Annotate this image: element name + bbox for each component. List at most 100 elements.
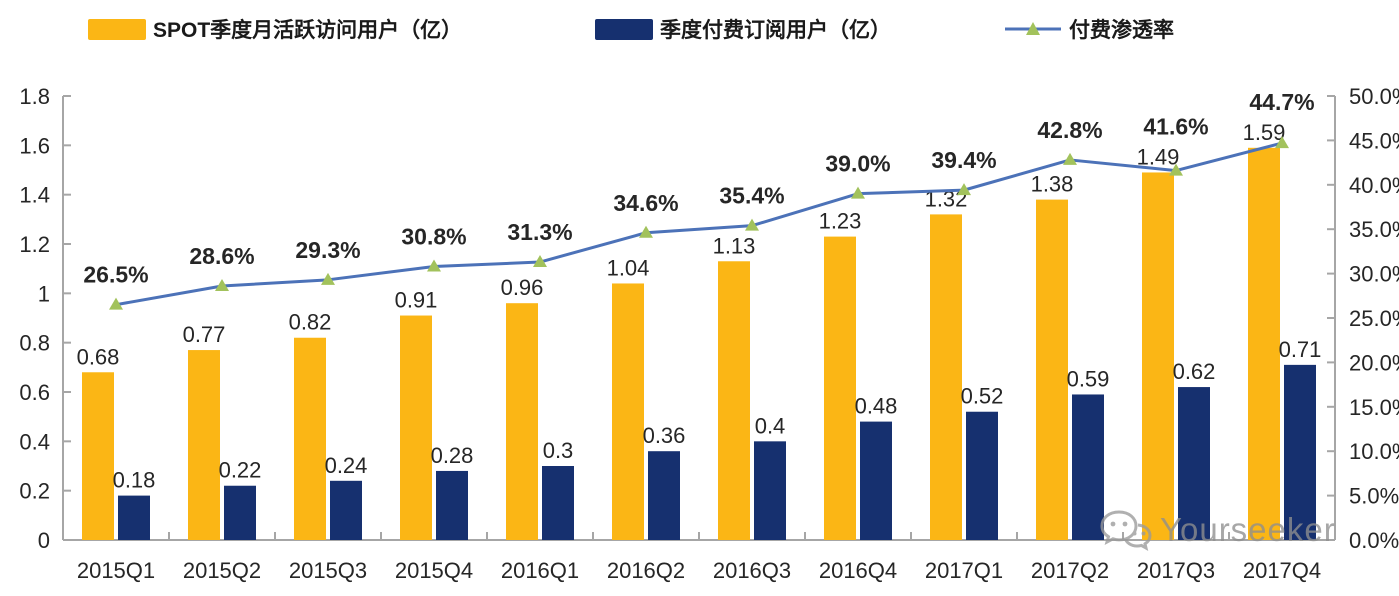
penetration-marker xyxy=(1275,136,1289,149)
bar-mau xyxy=(1142,172,1174,540)
penetration-label: 39.4% xyxy=(931,147,996,173)
penetration-marker xyxy=(427,259,441,272)
bar-label-subs: 0.18 xyxy=(113,468,156,493)
penetration-marker xyxy=(533,255,547,268)
bar-mau xyxy=(400,315,432,540)
bar-label-subs: 0.71 xyxy=(1279,337,1322,362)
penetration-label: 34.6% xyxy=(613,190,678,216)
x-axis-label: 2015Q4 xyxy=(395,558,473,583)
bar-mau xyxy=(612,283,644,540)
penetration-marker xyxy=(321,272,335,285)
bar-subs xyxy=(966,411,998,540)
legend-item-subs: 季度付费订阅用户（亿） xyxy=(595,14,891,44)
x-axis-label: 2017Q1 xyxy=(925,558,1003,583)
legend-label-subs: 季度付费订阅用户（亿） xyxy=(660,19,891,42)
penetration-label: 41.6% xyxy=(1143,113,1208,139)
x-axis-label: 2017Q2 xyxy=(1031,558,1109,583)
left-axis-tick-label: 1.4 xyxy=(19,183,50,208)
bar-label-mau: 1.49 xyxy=(1137,144,1180,169)
left-axis-tick-label: 0.6 xyxy=(19,380,50,405)
bar-label-mau: 1.59 xyxy=(1243,120,1286,145)
left-axis-tick-label: 0.2 xyxy=(19,479,50,504)
bar-label-subs: 0.52 xyxy=(961,384,1004,409)
legend-item-rate: 付费渗透率 xyxy=(1004,14,1174,44)
bar-subs xyxy=(330,480,362,540)
bar-label-subs: 0.48 xyxy=(855,394,898,419)
bar-label-subs: 0.36 xyxy=(643,423,686,448)
bar-mau xyxy=(824,236,856,540)
bar-subs xyxy=(1178,387,1210,540)
penetration-label: 35.4% xyxy=(719,183,784,209)
bar-label-subs: 0.24 xyxy=(325,453,368,478)
x-axis-label: 2016Q2 xyxy=(607,558,685,583)
bar-label-subs: 0.59 xyxy=(1067,366,1110,391)
legend-label-rate: 付费渗透率 xyxy=(1069,19,1174,42)
right-axis-tick-label: 20.0% xyxy=(1349,350,1399,375)
bar-mau xyxy=(294,337,326,540)
penetration-label: 44.7% xyxy=(1249,89,1314,115)
bar-label-subs: 0.62 xyxy=(1173,359,1216,384)
bar-label-subs: 0.4 xyxy=(755,413,786,438)
left-axis-tick-label: 0 xyxy=(38,528,50,553)
penetration-label: 42.8% xyxy=(1037,117,1102,143)
legend-swatch-mau xyxy=(88,18,146,40)
x-axis-label: 2016Q3 xyxy=(713,558,791,583)
right-axis-tick-label: 5.0% xyxy=(1349,484,1399,509)
penetration-marker xyxy=(1169,163,1183,176)
penetration-label: 30.8% xyxy=(401,223,466,249)
bar-label-mau: 0.68 xyxy=(77,344,120,369)
bar-mau xyxy=(1248,147,1280,541)
right-axis-tick-label: 45.0% xyxy=(1349,128,1399,153)
bar-subs xyxy=(224,485,256,540)
right-axis-tick-label: 40.0% xyxy=(1349,173,1399,198)
right-axis-tick-label: 50.0% xyxy=(1349,84,1399,109)
bar-label-subs: 0.28 xyxy=(431,443,474,468)
penetration-marker xyxy=(957,183,971,196)
bar-subs xyxy=(542,466,574,540)
left-axis-tick-label: 0.8 xyxy=(19,331,50,356)
bar-mau xyxy=(930,214,962,540)
bar-label-mau: 1.04 xyxy=(607,255,650,280)
penetration-marker xyxy=(851,186,865,199)
bar-subs xyxy=(648,451,680,540)
penetration-label: 39.0% xyxy=(825,151,890,177)
x-axis-label: 2017Q4 xyxy=(1243,558,1321,583)
bar-label-mau: 1.23 xyxy=(819,209,862,234)
right-axis-tick-label: 15.0% xyxy=(1349,395,1399,420)
bar-subs xyxy=(754,441,786,540)
penetration-marker xyxy=(215,279,229,292)
legend-item-mau: SPOT季度月活跃访问用户（亿） xyxy=(88,14,462,44)
left-axis-tick-label: 1.8 xyxy=(19,84,50,109)
bar-subs xyxy=(1072,394,1104,540)
left-axis-tick-label: 1.2 xyxy=(19,232,50,257)
bar-mau xyxy=(82,372,114,540)
penetration-label: 28.6% xyxy=(189,243,254,269)
right-axis-tick-label: 0.0% xyxy=(1349,528,1399,553)
penetration-marker xyxy=(1063,152,1077,165)
right-axis-tick-label: 30.0% xyxy=(1349,262,1399,287)
penetration-label: 26.5% xyxy=(83,262,148,288)
legend-label-mau: SPOT季度月活跃访问用户（亿） xyxy=(153,19,463,42)
right-axis-tick-label: 10.0% xyxy=(1349,439,1399,464)
penetration-marker xyxy=(745,218,759,231)
left-axis-tick-label: 1 xyxy=(38,281,50,306)
bar-mau xyxy=(506,303,538,540)
legend-swatch-subs xyxy=(595,18,653,40)
left-axis-tick-label: 0.4 xyxy=(19,429,50,454)
bar-subs xyxy=(436,470,468,540)
penetration-marker xyxy=(639,225,653,238)
bar-label-mau: 0.82 xyxy=(289,310,332,335)
x-axis-label: 2015Q1 xyxy=(77,558,155,583)
x-axis-label: 2015Q3 xyxy=(289,558,367,583)
bar-label-subs: 0.3 xyxy=(543,438,574,463)
bar-label-mau: 0.77 xyxy=(183,322,226,347)
x-axis-label: 2017Q3 xyxy=(1137,558,1215,583)
bar-subs xyxy=(118,495,150,540)
legend-line-swatch xyxy=(1005,22,1061,35)
penetration-label: 31.3% xyxy=(507,219,572,245)
chart-legend: SPOT季度月活跃访问用户（亿） 季度付费订阅用户（亿） 付费渗透率 xyxy=(0,14,1399,48)
bar-mau xyxy=(718,261,750,540)
x-axis-label: 2016Q4 xyxy=(819,558,897,583)
